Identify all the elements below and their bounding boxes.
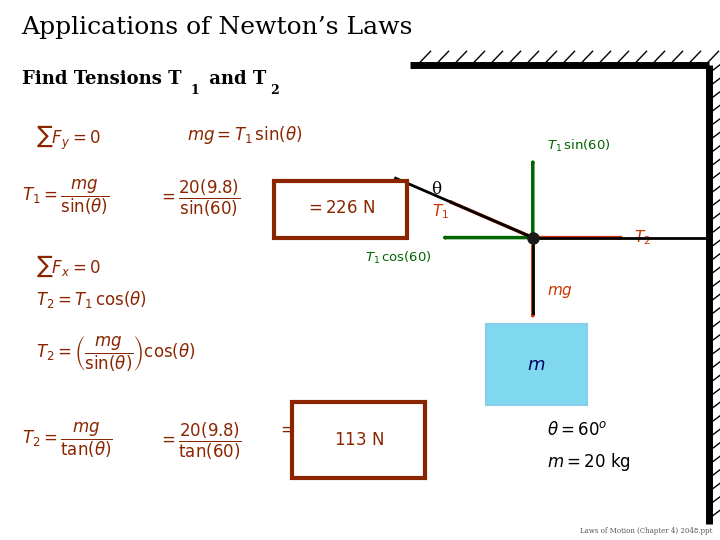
Text: $mg$: $mg$ bbox=[547, 284, 573, 300]
Text: $T_1\,\sin(60)$: $T_1\,\sin(60)$ bbox=[547, 138, 611, 154]
Text: $= \dfrac{20(9.8)}{\sin(60)}$: $= \dfrac{20(9.8)}{\sin(60)}$ bbox=[158, 178, 241, 219]
Text: $113\ \mathrm{N}$: $113\ \mathrm{N}$ bbox=[333, 431, 384, 449]
Text: $T_1\,\cos(60)$: $T_1\,\cos(60)$ bbox=[365, 250, 432, 266]
Text: $T_2 = \dfrac{mg}{\tan(\theta)}$: $T_2 = \dfrac{mg}{\tan(\theta)}$ bbox=[22, 421, 112, 461]
Text: $T_2$: $T_2$ bbox=[634, 228, 651, 247]
Text: $m = 20\ \mathrm{kg}$: $m = 20\ \mathrm{kg}$ bbox=[547, 451, 631, 473]
Text: $T_2 = \left(\dfrac{mg}{\sin(\theta)}\right)\cos(\theta)$: $T_2 = \left(\dfrac{mg}{\sin(\theta)}\ri… bbox=[36, 335, 196, 374]
Text: $m$: $m$ bbox=[527, 355, 546, 374]
Text: $\sum F_y = 0$: $\sum F_y = 0$ bbox=[36, 124, 101, 152]
Text: $=$: $=$ bbox=[277, 421, 294, 438]
Text: Laws of Motion (Chapter 4) 2048.ppt: Laws of Motion (Chapter 4) 2048.ppt bbox=[580, 526, 713, 535]
Text: $= \dfrac{20(9.8)}{\tan(60)}$: $= \dfrac{20(9.8)}{\tan(60)}$ bbox=[158, 421, 242, 462]
Text: $T_1 = \dfrac{mg}{\sin(\theta)}$: $T_1 = \dfrac{mg}{\sin(\theta)}$ bbox=[22, 178, 109, 218]
Text: $T_1$: $T_1$ bbox=[432, 202, 449, 221]
Text: 1: 1 bbox=[191, 84, 199, 97]
Text: θ: θ bbox=[431, 181, 442, 198]
Text: Find Tensions T: Find Tensions T bbox=[22, 70, 181, 88]
Text: $\theta = 60^o$: $\theta = 60^o$ bbox=[547, 421, 608, 438]
Text: $mg = T_1\,\sin(\theta)$: $mg = T_1\,\sin(\theta)$ bbox=[187, 124, 302, 146]
Text: Applications of Newton’s Laws: Applications of Newton’s Laws bbox=[22, 16, 413, 39]
Text: $T_2 = T_1\,\cos(\theta)$: $T_2 = T_1\,\cos(\theta)$ bbox=[36, 289, 147, 310]
FancyBboxPatch shape bbox=[292, 402, 425, 478]
Text: $= 226\ \mathrm{N}$: $= 226\ \mathrm{N}$ bbox=[305, 200, 376, 218]
Text: 2: 2 bbox=[270, 84, 279, 97]
Text: $\sum F_x = 0$: $\sum F_x = 0$ bbox=[36, 254, 101, 279]
Text: and T: and T bbox=[203, 70, 266, 88]
FancyBboxPatch shape bbox=[486, 324, 587, 405]
FancyBboxPatch shape bbox=[274, 181, 407, 238]
